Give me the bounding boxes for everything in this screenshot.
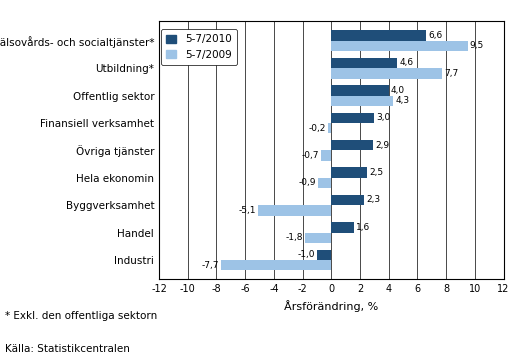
Bar [331,30,426,41]
Bar [331,112,374,123]
Bar [331,85,388,96]
Text: 9,5: 9,5 [470,42,484,50]
Bar [331,167,367,178]
Text: 4,6: 4,6 [400,58,413,67]
Bar [319,178,331,188]
Text: -1,0: -1,0 [297,250,315,259]
Text: 6,6: 6,6 [428,31,443,40]
Bar [331,195,364,205]
Text: -5,1: -5,1 [238,206,256,215]
Bar [331,68,442,78]
Text: 2,5: 2,5 [369,168,383,177]
Text: -1,8: -1,8 [286,233,303,242]
Bar [331,41,467,51]
Text: Källa: Statistikcentralen: Källa: Statistikcentralen [5,344,130,354]
Text: 1,6: 1,6 [356,223,370,232]
Text: -7,7: -7,7 [201,261,218,270]
Text: 7,7: 7,7 [444,69,458,78]
Legend: 5-7/2010, 5-7/2009: 5-7/2010, 5-7/2009 [161,29,237,65]
Text: 4,3: 4,3 [395,96,409,105]
Text: * Exkl. den offentliga sektorn: * Exkl. den offentliga sektorn [5,311,157,321]
Bar [331,58,398,68]
Text: -0,7: -0,7 [302,151,319,160]
Bar [321,150,331,161]
Text: -0,2: -0,2 [309,124,326,133]
X-axis label: Årsförändring, %: Årsförändring, % [284,300,378,311]
Bar [331,140,373,150]
Bar [317,250,331,260]
Bar [305,233,331,243]
Text: 4,0: 4,0 [391,86,405,95]
Bar [329,123,331,134]
Bar [258,205,331,216]
Text: 2,9: 2,9 [375,141,389,150]
Bar [331,96,393,106]
Text: 3,0: 3,0 [376,113,391,122]
Bar [220,260,331,270]
Text: 2,3: 2,3 [366,195,381,204]
Bar [331,222,354,233]
Text: -0,9: -0,9 [299,179,316,188]
